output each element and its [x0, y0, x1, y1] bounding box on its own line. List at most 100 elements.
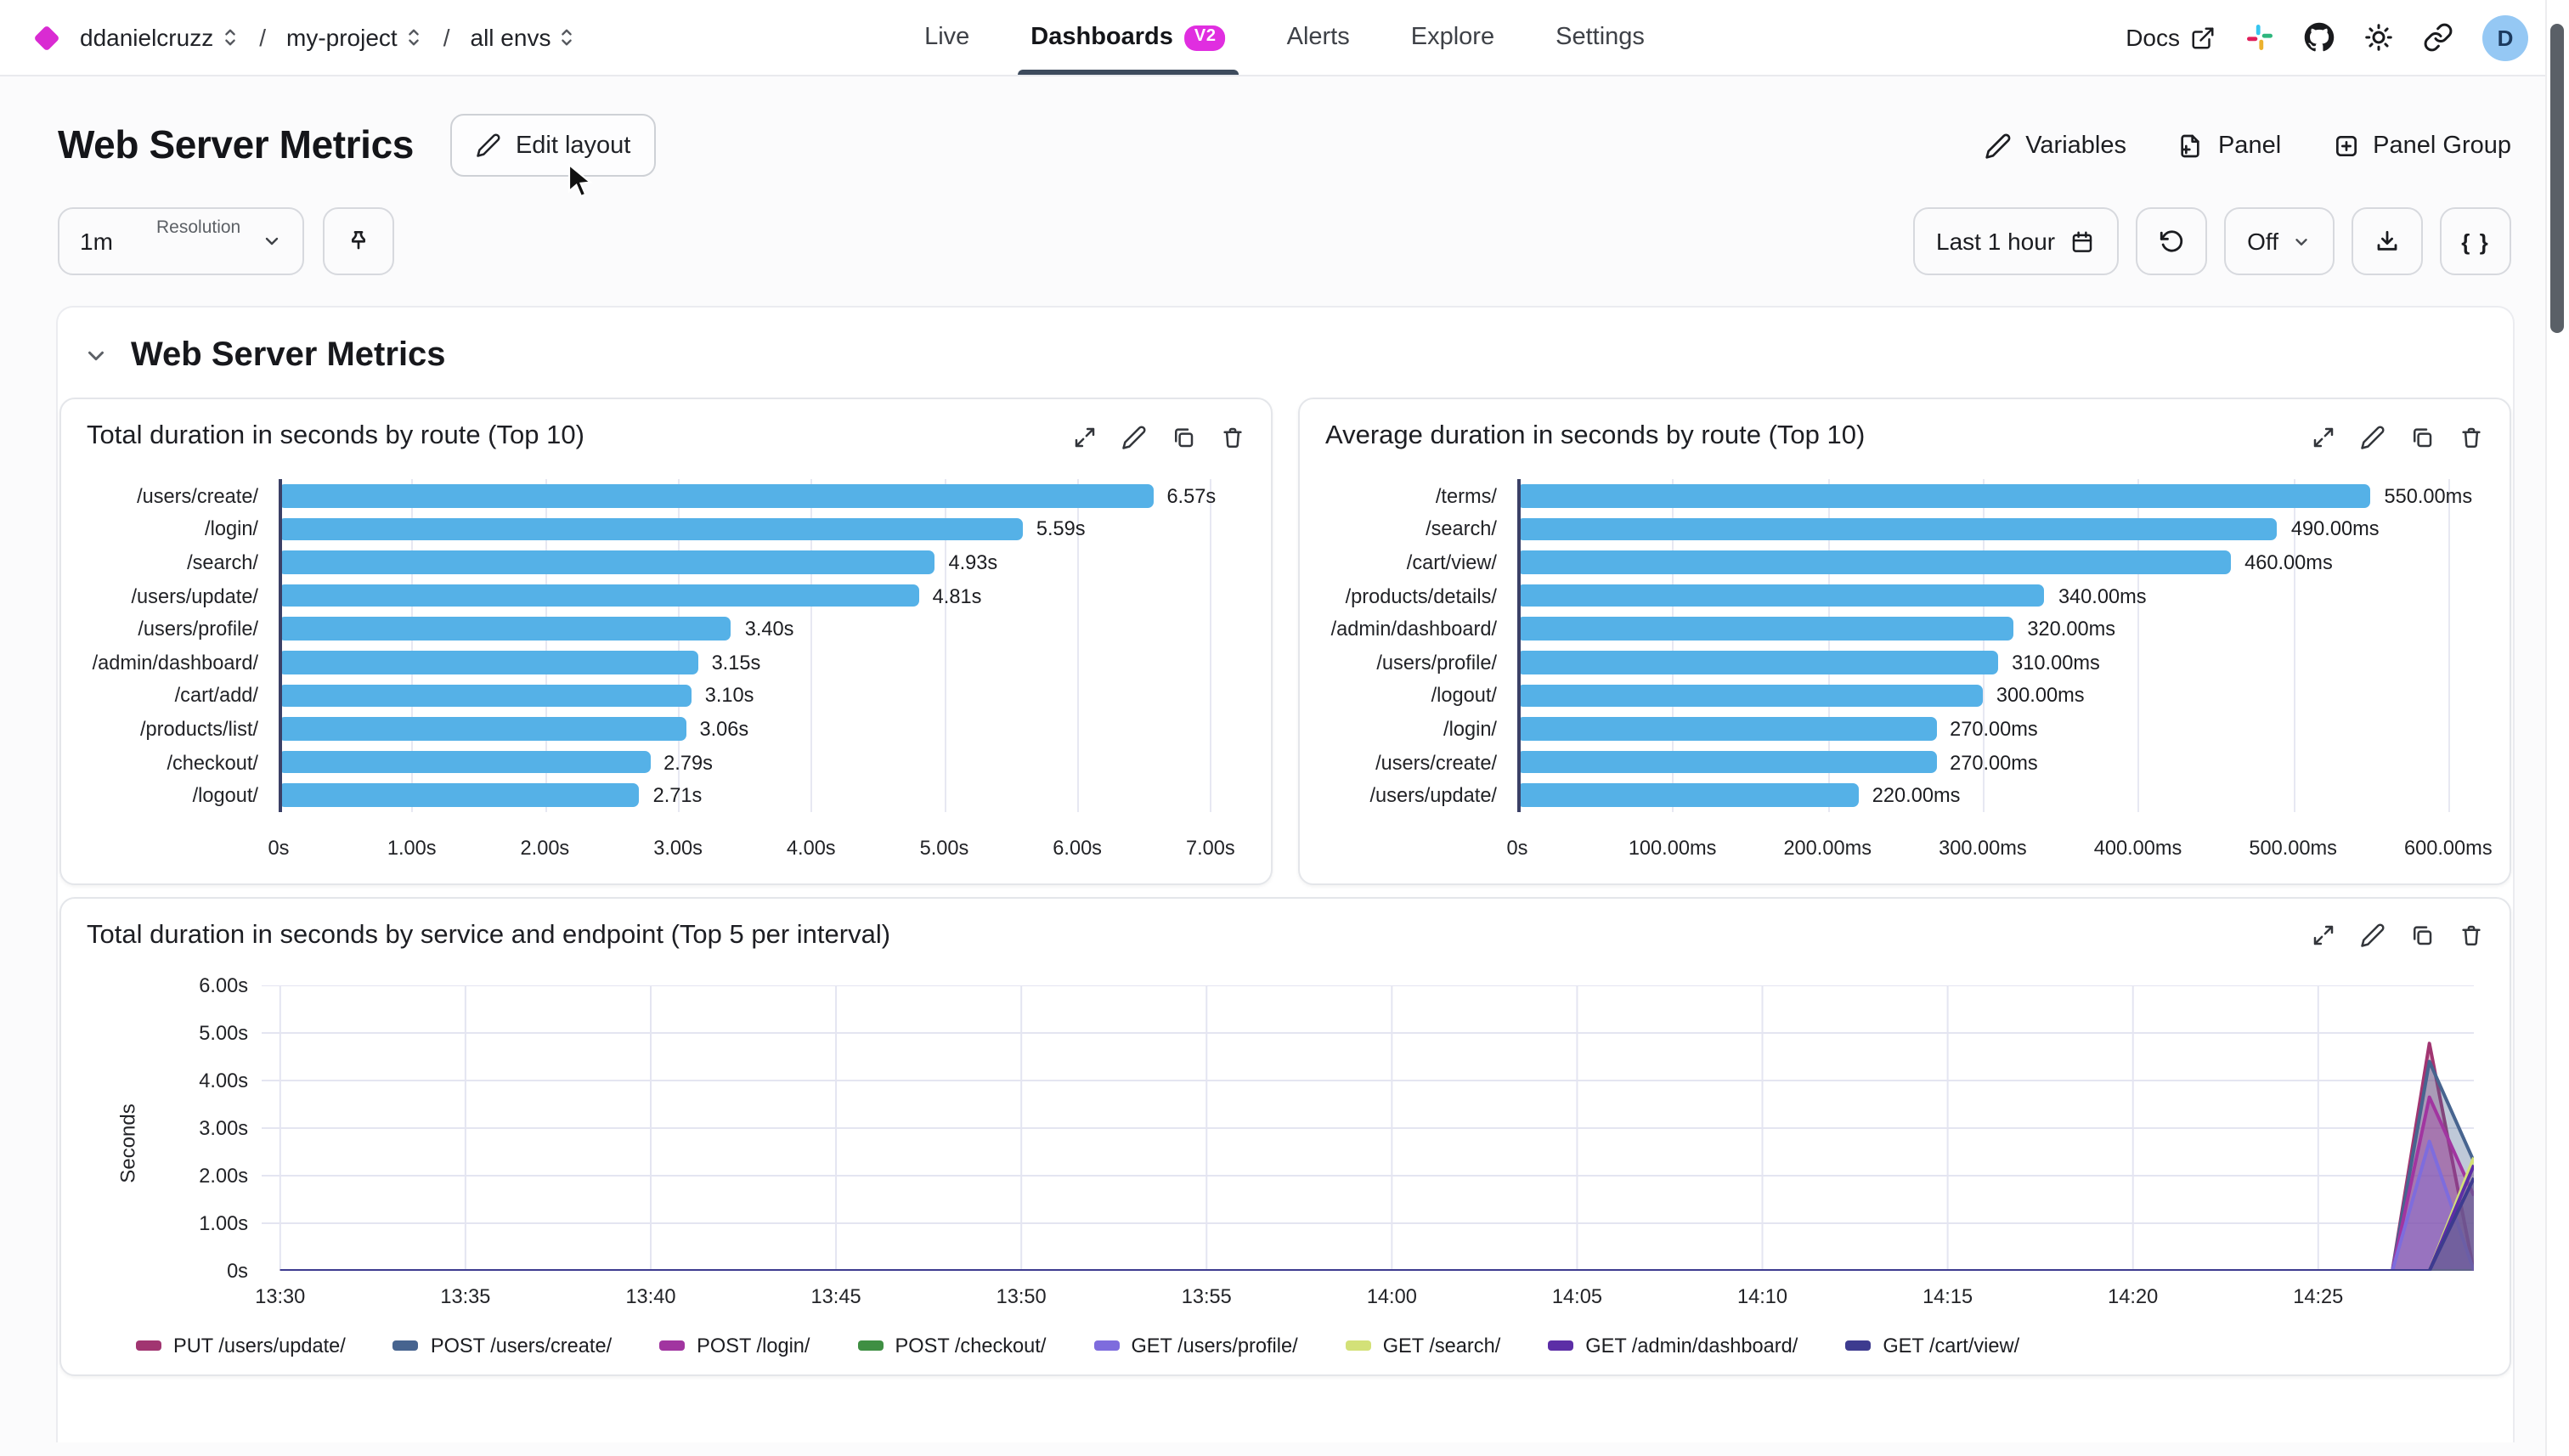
- bar[interactable]: [1517, 651, 1999, 674]
- bar-row: /products/details/340.00ms: [1346, 579, 2482, 612]
- scrollbar-thumb[interactable]: [2550, 24, 2564, 333]
- x-tick-label: 13:40: [625, 1284, 676, 1308]
- auto-refresh-select[interactable]: Off: [2223, 207, 2335, 275]
- edit-icon[interactable]: [1121, 424, 1147, 449]
- tab-dashboards[interactable]: Dashboards V2: [1017, 0, 1239, 75]
- expand-icon[interactable]: [2311, 424, 2336, 449]
- bar[interactable]: [1517, 684, 1983, 708]
- chevron-down-icon: [265, 237, 279, 245]
- bar-row: /terms/550.00ms: [1436, 479, 2482, 512]
- bar[interactable]: [1517, 783, 1859, 807]
- docs-link[interactable]: Docs: [2126, 24, 2216, 51]
- breadcrumb-item-all-envs[interactable]: all envs: [471, 24, 577, 51]
- bar-category-label: /checkout/: [167, 750, 258, 775]
- user-avatar[interactable]: D: [2482, 14, 2528, 60]
- tab-explore[interactable]: Explore: [1410, 24, 1495, 51]
- panel-label: Panel: [2217, 132, 2282, 159]
- bar[interactable]: [1517, 717, 1937, 741]
- edit-icon[interactable]: [2360, 923, 2386, 949]
- share-link-icon[interactable]: [2423, 22, 2453, 53]
- bar-value-label: 2.71s: [652, 783, 703, 808]
- bar[interactable]: [279, 550, 935, 574]
- bar[interactable]: [1517, 484, 2371, 508]
- theme-sun-icon[interactable]: [2363, 22, 2394, 53]
- braces-label: { }: [2461, 229, 2490, 254]
- tab-alerts[interactable]: Alerts: [1286, 24, 1350, 51]
- legend-item[interactable]: GET /search/: [1345, 1334, 1500, 1357]
- legend-item[interactable]: GET /admin/dashboard/: [1548, 1334, 1798, 1357]
- legend-item[interactable]: POST /login/: [659, 1334, 810, 1357]
- download-button[interactable]: [2352, 207, 2423, 275]
- logo-diamond-icon[interactable]: [33, 24, 60, 51]
- version-badge: V2: [1184, 25, 1226, 50]
- github-icon[interactable]: [2304, 22, 2335, 53]
- plus-square-icon: [2335, 135, 2357, 155]
- bar[interactable]: [1517, 750, 1937, 774]
- bar[interactable]: [1517, 550, 2232, 574]
- bar[interactable]: [279, 584, 919, 607]
- bar-value-label: 3.06s: [699, 716, 749, 741]
- controls-row: Resolution 1m Last 1 hour Off { }: [0, 183, 2569, 302]
- bar[interactable]: [279, 617, 731, 641]
- bar[interactable]: [279, 717, 686, 741]
- add-panel-group-button[interactable]: Panel Group: [2332, 132, 2511, 159]
- duplicate-icon[interactable]: [1171, 424, 1196, 449]
- bar-category-label: /logout/: [192, 783, 258, 808]
- top-nav: ddanielcruzz / my-project / all envs Live Das…: [0, 0, 2569, 76]
- delete-icon[interactable]: [2459, 424, 2484, 449]
- bar[interactable]: [279, 484, 1154, 508]
- edit-icon[interactable]: [2360, 424, 2386, 449]
- legend-item[interactable]: GET /users/profile/: [1093, 1334, 1298, 1357]
- panel-title: Total duration in seconds by service and…: [87, 920, 891, 950]
- duplicate-icon[interactable]: [2409, 424, 2435, 449]
- bar[interactable]: [279, 684, 692, 708]
- slack-icon[interactable]: [2244, 22, 2275, 53]
- legend-item[interactable]: GET /cart/view/: [1845, 1334, 2019, 1357]
- delete-icon[interactable]: [1220, 424, 1245, 449]
- x-tick-label: 200.00ms: [1783, 835, 1872, 860]
- y-tick-label: 1.00s: [199, 1211, 248, 1235]
- breadcrumb-item-my-project[interactable]: my-project: [286, 24, 423, 51]
- bar-row: /users/create/270.00ms: [1375, 746, 2482, 779]
- collapse-chevron-icon[interactable]: [83, 343, 109, 369]
- y-tick-label: 3.00s: [199, 1115, 248, 1140]
- bar[interactable]: [279, 750, 651, 774]
- docs-label: Docs: [2126, 24, 2180, 51]
- breadcrumb-item-ddanielcruzz[interactable]: ddanielcruzz: [80, 24, 239, 51]
- add-panel-button[interactable]: Panel: [2177, 132, 2281, 159]
- bar-row: /users/update/220.00ms: [1369, 779, 2482, 812]
- bar[interactable]: [279, 783, 640, 807]
- tab-live[interactable]: Live: [924, 24, 970, 51]
- legend-item[interactable]: PUT /users/update/: [136, 1334, 346, 1357]
- y-axis-line: [279, 479, 282, 812]
- bar-value-label: 490.00ms: [2290, 516, 2380, 541]
- chart-legend: PUT /users/update/POST /users/create/POS…: [136, 1334, 2486, 1357]
- duplicate-icon[interactable]: [2409, 923, 2435, 949]
- bar[interactable]: [1517, 517, 2278, 541]
- legend-item[interactable]: POST /users/create/: [392, 1334, 612, 1357]
- y-axis-line: [1517, 479, 1521, 812]
- pin-resolution-button[interactable]: [323, 207, 394, 275]
- bar[interactable]: [279, 517, 1023, 541]
- edit-layout-button[interactable]: Edit layout: [450, 114, 657, 177]
- bar-row: /users/update/4.81s: [131, 579, 1244, 612]
- expand-icon[interactable]: [1072, 424, 1098, 449]
- json-view-button[interactable]: { }: [2440, 207, 2511, 275]
- delete-icon[interactable]: [2459, 923, 2484, 949]
- x-tick-label: 14:10: [1737, 1284, 1788, 1308]
- legend-item[interactable]: POST /checkout/: [857, 1334, 1046, 1357]
- bar-row: /admin/dashboard/3.15s: [93, 646, 1244, 679]
- variables-button[interactable]: Variables: [1985, 132, 2126, 159]
- resolution-select[interactable]: Resolution 1m: [58, 207, 304, 275]
- bar[interactable]: [1517, 617, 2014, 641]
- time-range-button[interactable]: Last 1 hour: [1912, 207, 2119, 275]
- bar[interactable]: [279, 651, 698, 674]
- refresh-button[interactable]: [2135, 207, 2207, 275]
- scrollbar-track[interactable]: [2545, 0, 2569, 1456]
- x-tick-label: 14:20: [2108, 1284, 2159, 1308]
- bar-value-label: 340.00ms: [2058, 584, 2147, 608]
- bar[interactable]: [1517, 584, 2045, 607]
- tab-settings[interactable]: Settings: [1556, 24, 1645, 51]
- expand-icon[interactable]: [2311, 923, 2336, 949]
- x-tick-label: 14:05: [1551, 1284, 1602, 1308]
